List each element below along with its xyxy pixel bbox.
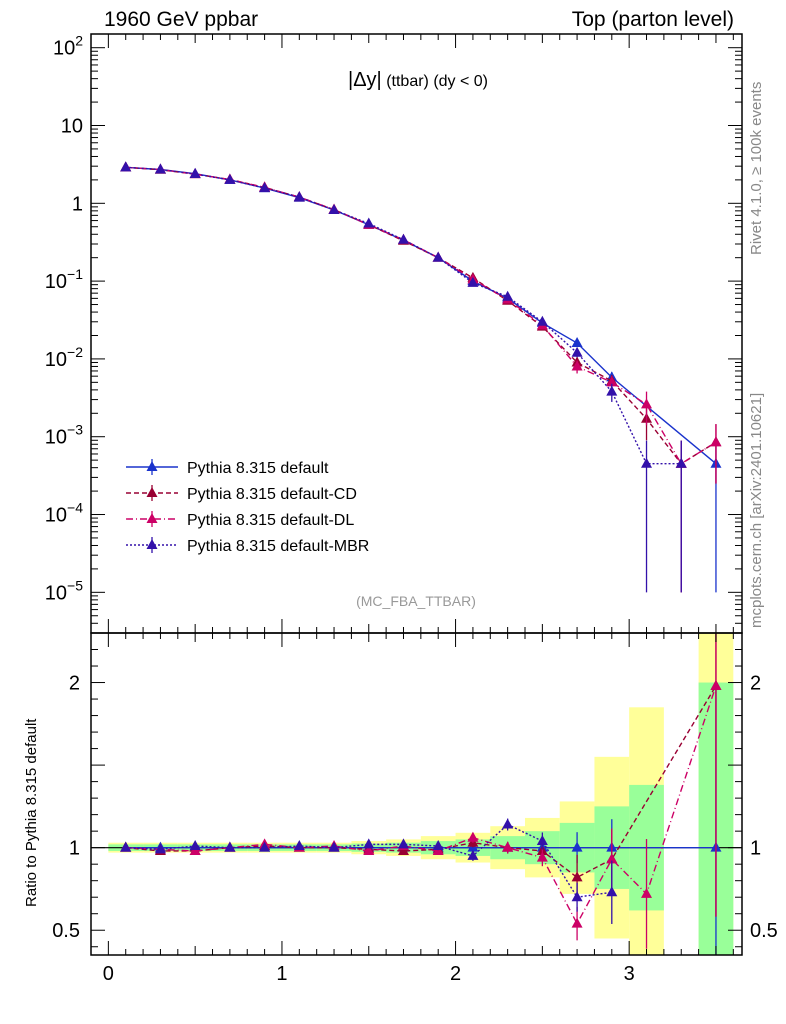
legend-label-2: Pythia 8.315 default-DL [187, 512, 354, 529]
ratio-tick-label-left-0: 0.5 [52, 920, 80, 942]
header-right-label: Top (parton level) [571, 8, 734, 31]
ratio-marker-3-3 [224, 841, 236, 852]
marker-3-11 [502, 290, 514, 301]
legend-marker-3 [146, 539, 158, 549]
ratio-line-3 [125, 823, 612, 898]
ratio-y-axis-label: Ratio to Pythia 8.315 default [23, 718, 40, 907]
series-line-3 [125, 166, 682, 465]
ratio-marker-3-4 [259, 841, 271, 852]
y-tick-label-6: 10−4 [45, 500, 83, 527]
series-line-0 [125, 166, 717, 465]
x-tick-label-2: 2 [450, 963, 461, 985]
marker-3-15 [641, 457, 653, 468]
x-tick-label-1: 1 [276, 963, 287, 985]
ratio-tick-label-left-2: 2 [69, 673, 80, 695]
ratio-marker-3-12 [536, 835, 548, 846]
ratio-marker-2-17 [710, 679, 722, 690]
y-tick-label-3: 10−1 [45, 266, 83, 293]
x-tick-label-3: 3 [624, 963, 635, 985]
ratio-bands [108, 633, 734, 955]
ratio-marker-3-10 [467, 849, 479, 860]
ratio-marker-2-14 [606, 853, 618, 864]
ratio-tick-label-right-2: 2 [750, 673, 761, 695]
y-tick-label-4: 10−2 [45, 344, 83, 371]
marker-3-1 [154, 163, 166, 174]
marker-3-0 [120, 161, 132, 172]
y-tick-label-7: 10−5 [45, 577, 83, 604]
series-line-2 [125, 166, 717, 465]
ratio-marker-3-2 [189, 840, 201, 851]
y-tick-label-1: 10 [61, 116, 83, 138]
ratio-tick-label-right-0: 0.5 [750, 920, 778, 942]
marker-2-17 [710, 436, 722, 447]
legend-label-0: Pythia 8.315 default [187, 460, 329, 477]
ratio-marker-3-8 [397, 838, 409, 849]
marker-3-7 [363, 217, 375, 228]
ratio-marker-3-0 [120, 841, 132, 852]
marker-3-13 [571, 346, 583, 357]
ratio-marker-3-5 [293, 840, 305, 851]
series-ratio-3 [120, 818, 618, 924]
ratio-tick-label-left-1: 1 [69, 838, 80, 860]
ratio-marker-3-6 [328, 841, 340, 852]
header-left-label: 1960 GeV ppbar [104, 8, 259, 31]
ratio-tick-label-right-1: 1 [750, 838, 761, 860]
ratio-marker-2-10 [467, 831, 479, 842]
ratio-marker-3-7 [363, 838, 375, 849]
ratio-marker-2-12 [536, 851, 548, 862]
legend-label-3: Pythia 8.315 default-MBR [187, 538, 369, 555]
marker-3-6 [328, 204, 340, 215]
ratio-marker-2-11 [502, 841, 514, 852]
plot-title: |Δy| (ttbar) (dy < 0) [348, 69, 488, 91]
ratio-line-1 [125, 685, 717, 879]
marker-3-2 [189, 168, 201, 179]
ratio-marker-3-11 [502, 818, 514, 829]
marker-3-14 [606, 385, 618, 396]
marker-3-9 [432, 251, 444, 262]
ratio-marker-3-1 [154, 843, 166, 854]
marker-3-10 [467, 276, 479, 287]
ratio-marker-0-13 [571, 841, 583, 852]
ratio-frame [90, 632, 743, 956]
ratio-marker-3-13 [571, 891, 583, 902]
series-main-3 [120, 161, 687, 593]
x-tick-label-0: 0 [103, 963, 114, 985]
marker-3-5 [293, 191, 305, 202]
legend-marker-2 [146, 513, 158, 523]
legend-marker-0 [146, 461, 158, 471]
ratio-marker-2-13 [571, 917, 583, 928]
ratio-marker-3-9 [432, 840, 444, 851]
marker-0-13 [571, 337, 583, 348]
analysis-tag: (MC_FBA_TTBAR) [356, 593, 476, 609]
ratio-marker-2-15 [641, 887, 653, 898]
y-tick-label-2: 1 [72, 193, 83, 215]
ratio-marker-2-7 [363, 844, 375, 855]
marker-3-16 [675, 457, 687, 468]
ratio-marker-3-14 [606, 886, 618, 897]
ratio-line-2 [125, 685, 717, 926]
marker-3-12 [536, 315, 548, 326]
y-tick-label-0: 102 [53, 33, 83, 60]
marker-3-3 [224, 173, 236, 184]
marker-3-4 [259, 182, 271, 193]
marker-2-15 [641, 398, 653, 409]
marker-2-14 [606, 376, 618, 387]
legend-label-1: Pythia 8.315 default-CD [187, 486, 357, 503]
legend-marker-1 [146, 487, 158, 497]
source-label: mcplots.cern.ch [arXiv:2401.10621] [748, 392, 765, 628]
marker-2-13 [571, 360, 583, 371]
ratio-marker-1-13 [571, 871, 583, 882]
series-line-1 [125, 166, 717, 465]
marker-3-8 [397, 233, 409, 244]
y-tick-label-5: 10−3 [45, 422, 83, 449]
rivet-version-label: Rivet 4.1.0, ≥ 100k events [748, 81, 765, 255]
